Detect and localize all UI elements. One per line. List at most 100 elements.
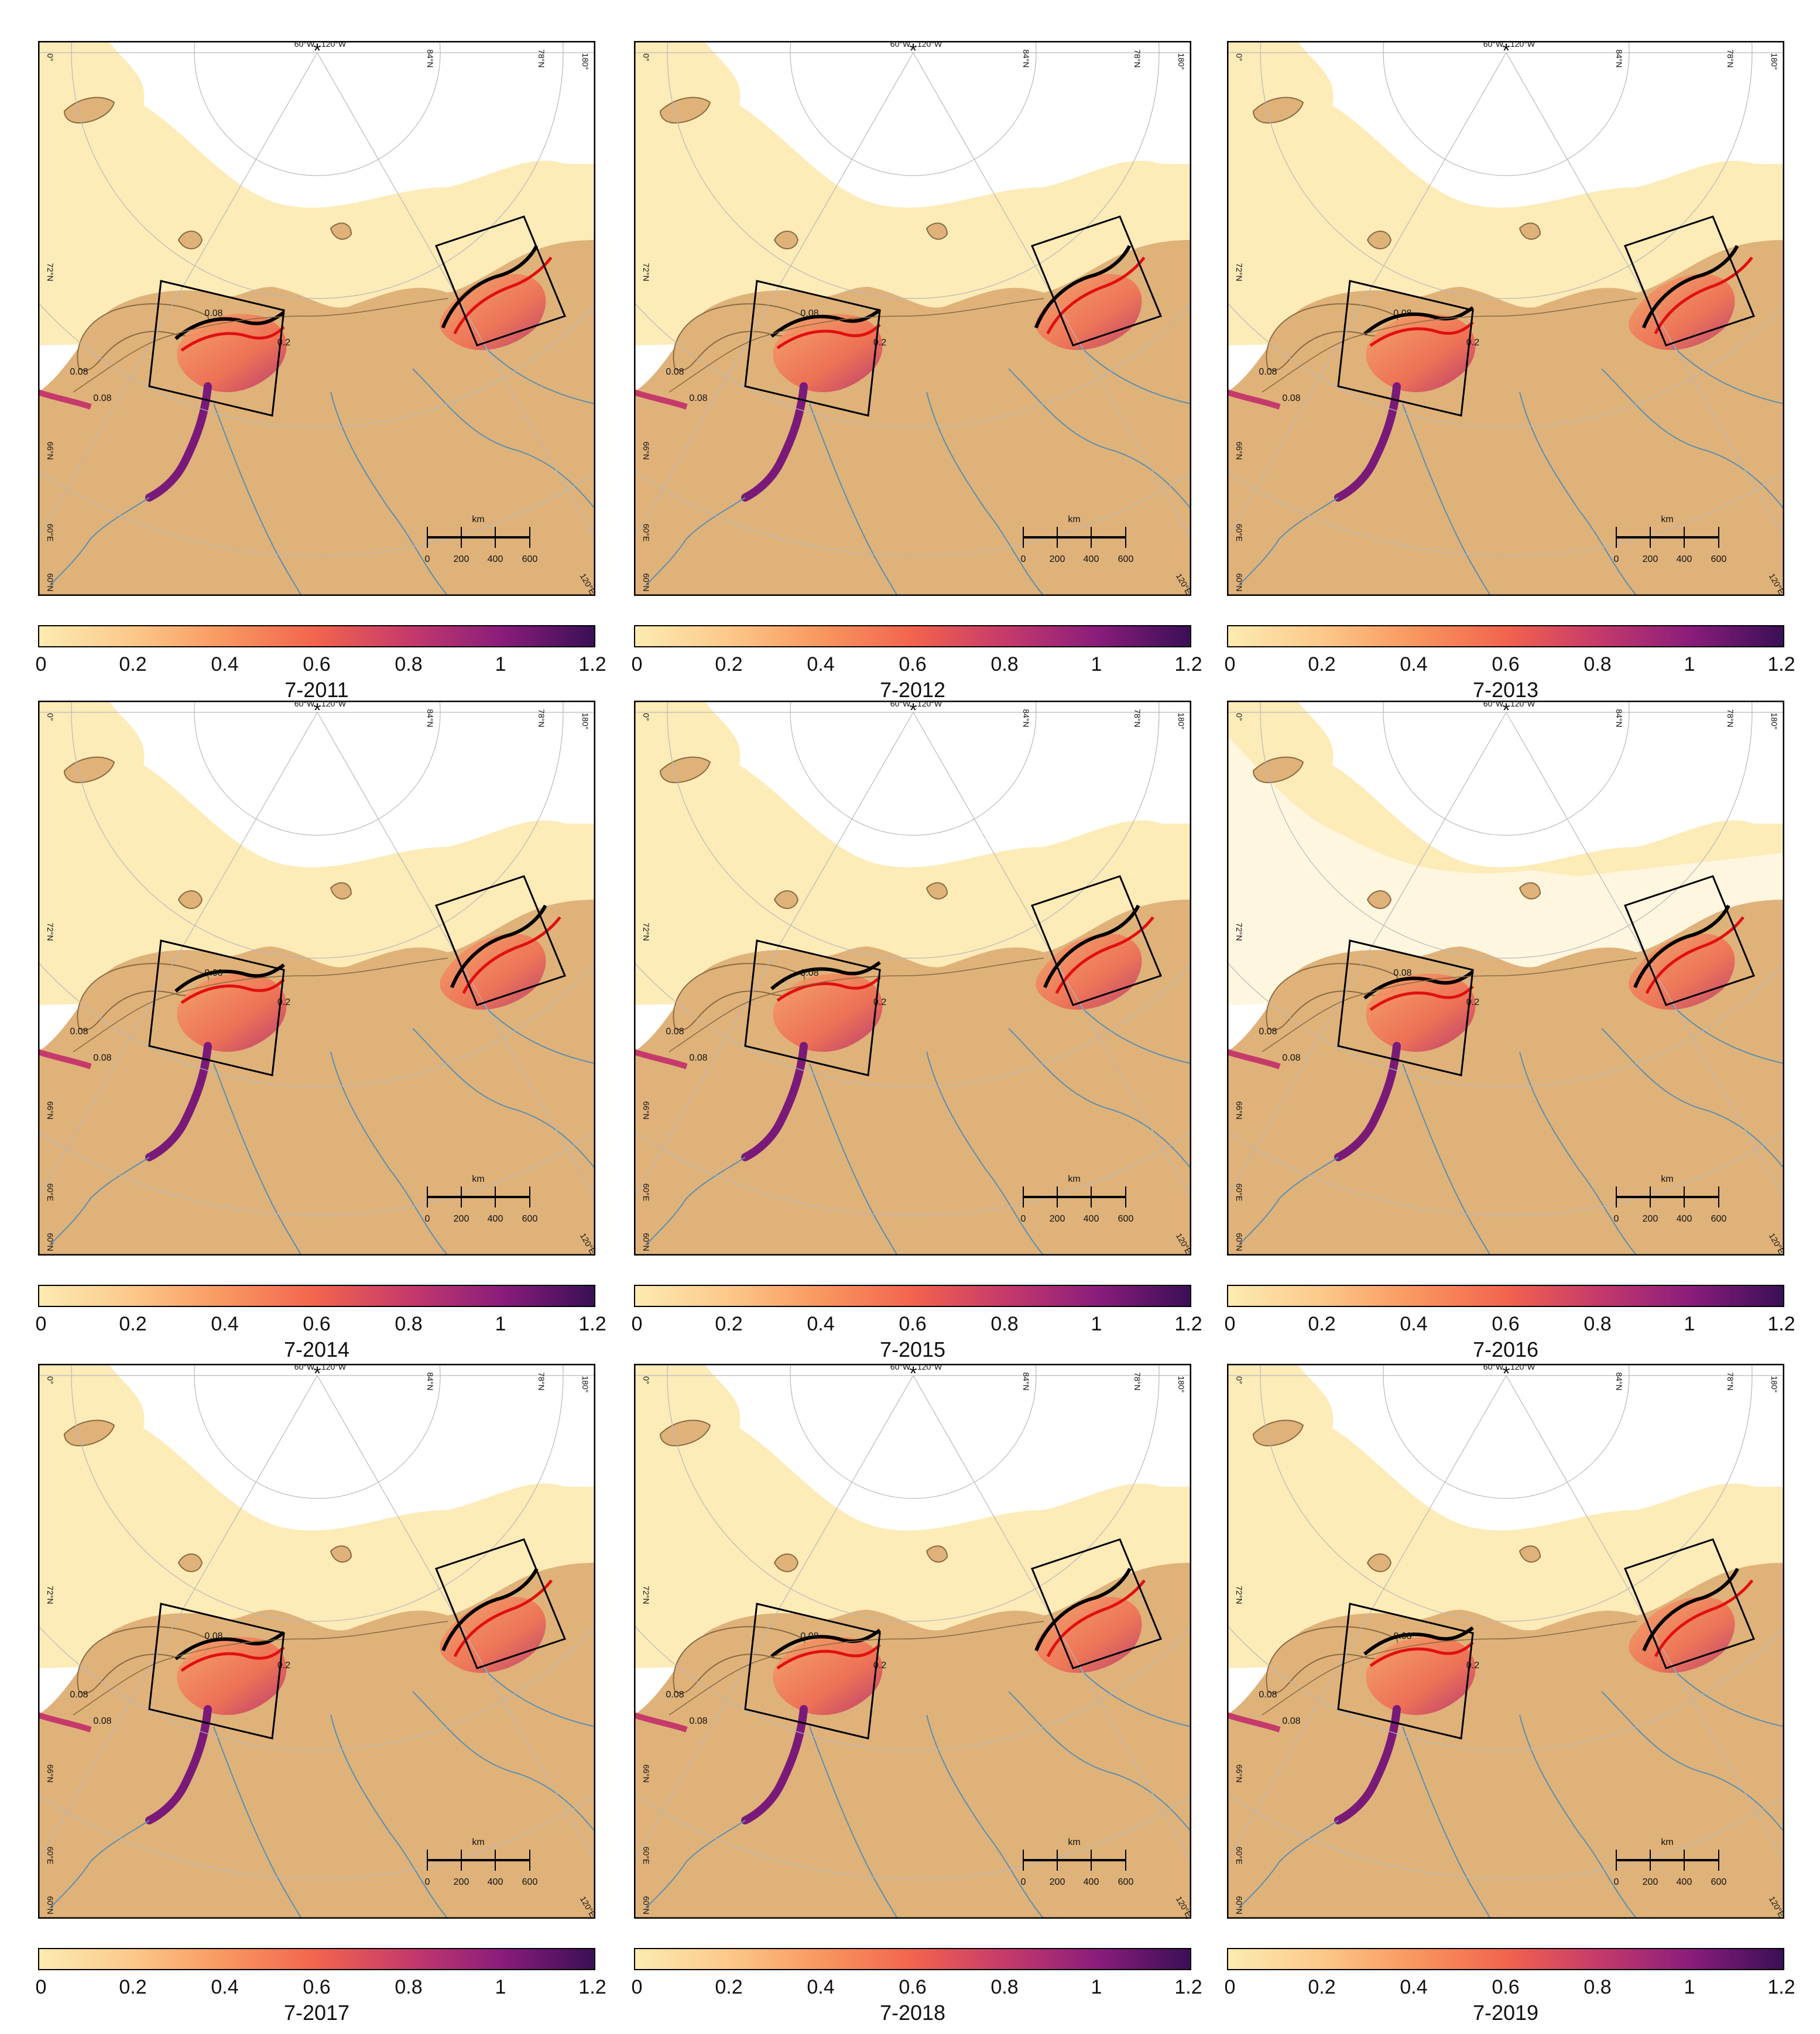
- concentration-patch: [177, 973, 287, 1052]
- island: [177, 1553, 203, 1572]
- analysis-box-east: [435, 875, 566, 1006]
- graticule-label: 78°N: [1133, 49, 1142, 67]
- analysis-box-east: [1031, 1538, 1162, 1669]
- contour-black: [1034, 245, 1132, 329]
- river: [330, 1051, 448, 1256]
- colorbar: [1227, 1285, 1784, 1307]
- scale-bar-tick: 0: [425, 554, 430, 564]
- analysis-box-west: [1337, 280, 1474, 417]
- open-water-arctic: [1309, 41, 1784, 201]
- river: [1078, 345, 1191, 404]
- graticule-label: 84°N: [1022, 1372, 1031, 1390]
- scale-bar: km 0 200 400 600: [425, 1837, 538, 1887]
- river: [645, 497, 746, 586]
- graticule-label: 180°: [1177, 53, 1186, 70]
- graticule-label: 180°: [581, 713, 590, 730]
- colorbar-tick: 0.4: [211, 653, 239, 675]
- graticule-label: 72°N: [642, 922, 651, 941]
- contour-label: 0.08: [1393, 308, 1411, 318]
- pole-marker: *: [909, 41, 917, 62]
- colorbar-tick: 0: [1224, 1313, 1236, 1335]
- island: [1366, 890, 1392, 909]
- contour-thin: [1262, 958, 1637, 1052]
- ice-layer: [1227, 1364, 1784, 1668]
- pole-marker: *: [909, 1364, 917, 1385]
- colorbar-tick: 1.2: [1767, 653, 1795, 675]
- river: [645, 1820, 746, 1909]
- graticule-label: 60°E: [46, 1847, 55, 1865]
- river: [49, 1157, 150, 1246]
- river: [926, 1714, 1044, 1919]
- scale-bar: km 0 200 400 600: [1021, 1174, 1134, 1224]
- graticule-label: 120°W: [917, 41, 942, 49]
- colorbar-tick: 1: [1091, 653, 1102, 675]
- colorbar-tick: 1.2: [578, 1313, 606, 1335]
- scale-bar-tick: 400: [1677, 554, 1692, 564]
- river: [1402, 1726, 1491, 1919]
- colorbar: [634, 1285, 1191, 1307]
- contour-red: [462, 916, 561, 994]
- analysis-box-west: [744, 939, 881, 1076]
- colorbar-gradient: [38, 625, 595, 647]
- colorbar-tick: 1.2: [1174, 653, 1202, 675]
- contour-black: [1034, 1567, 1132, 1652]
- concentration-patch: [773, 973, 883, 1052]
- colorbar-tick: 0.4: [807, 653, 835, 675]
- open-water-arctic: [1309, 1364, 1784, 1524]
- contour-black: [770, 961, 881, 990]
- contour-red: [180, 978, 285, 1004]
- colorbar-gradient: [634, 1285, 1191, 1307]
- open-water-2016: [1227, 736, 1784, 1005]
- river: [926, 1051, 1044, 1256]
- contour-red: [1046, 1579, 1146, 1658]
- scale-bar-unit: km: [1068, 514, 1080, 524]
- colorbar: [634, 1948, 1191, 1970]
- latitude-circle: [38, 961, 595, 1088]
- graticule-label: 66°N: [46, 1101, 55, 1119]
- graticule-label: 84°N: [1022, 49, 1031, 67]
- graticule-label: 78°N: [1726, 709, 1735, 727]
- panel-title: 7-2017: [283, 2001, 350, 2025]
- map-frame: [1227, 41, 1784, 596]
- graticule-label: 60°N: [1235, 573, 1244, 591]
- contour-thin: [1262, 1621, 1637, 1716]
- coastal-band: [634, 1712, 688, 1733]
- colorbar-tick: 1: [1684, 1313, 1695, 1335]
- colorbar-tick: 0.8: [1583, 653, 1612, 675]
- contour-thin: [73, 1621, 448, 1716]
- graticule-label: 60°E: [46, 524, 55, 542]
- graticule-label: 180°: [1177, 713, 1186, 730]
- colorbar-gradient: [38, 1285, 595, 1307]
- graticule-label: 180°: [581, 53, 590, 70]
- graticule-label: 120°W: [321, 1364, 347, 1371]
- graticule-label: 78°N: [537, 1372, 546, 1390]
- contour-label: 0.08: [689, 1716, 707, 1726]
- graticule-label: 60°W: [1483, 701, 1504, 708]
- map-frame: [634, 701, 1191, 1256]
- river: [213, 1726, 302, 1919]
- latitude-circle: [1227, 1130, 1784, 1216]
- colorbar: [634, 625, 1191, 647]
- colorbar-gradient: [1227, 1948, 1784, 1970]
- colorbar-tick: 0.2: [1308, 1313, 1336, 1335]
- map-panel: 0.08 0.2 0.08 0.08 km 0 200 400 600 * 60°W 120°W 84°…: [1224, 701, 1795, 1361]
- latitude-circle: [38, 1130, 595, 1216]
- colorbar-tick: 0: [35, 1313, 47, 1335]
- scale-bar: km 0 200 400 600: [1614, 1174, 1727, 1224]
- contour-red: [776, 976, 881, 1002]
- graticule-label: 60°E: [46, 1184, 55, 1202]
- graticule-label: 60°N: [642, 1233, 651, 1251]
- colorbar-tick: 0.2: [119, 653, 147, 675]
- pole-marker: *: [1502, 701, 1510, 722]
- graticule-label: 72°N: [642, 1586, 651, 1604]
- ice-layer: [38, 1364, 595, 1668]
- graticule-label: 60°W: [294, 41, 315, 49]
- colorbar-tick: 0.6: [1492, 1976, 1520, 1998]
- colorbar: [38, 625, 595, 647]
- analysis-box-west: [1337, 939, 1474, 1076]
- analysis-box-east: [1624, 875, 1755, 1006]
- scale-bar: km 0 200 400 600: [1614, 514, 1727, 564]
- river: [1671, 345, 1784, 404]
